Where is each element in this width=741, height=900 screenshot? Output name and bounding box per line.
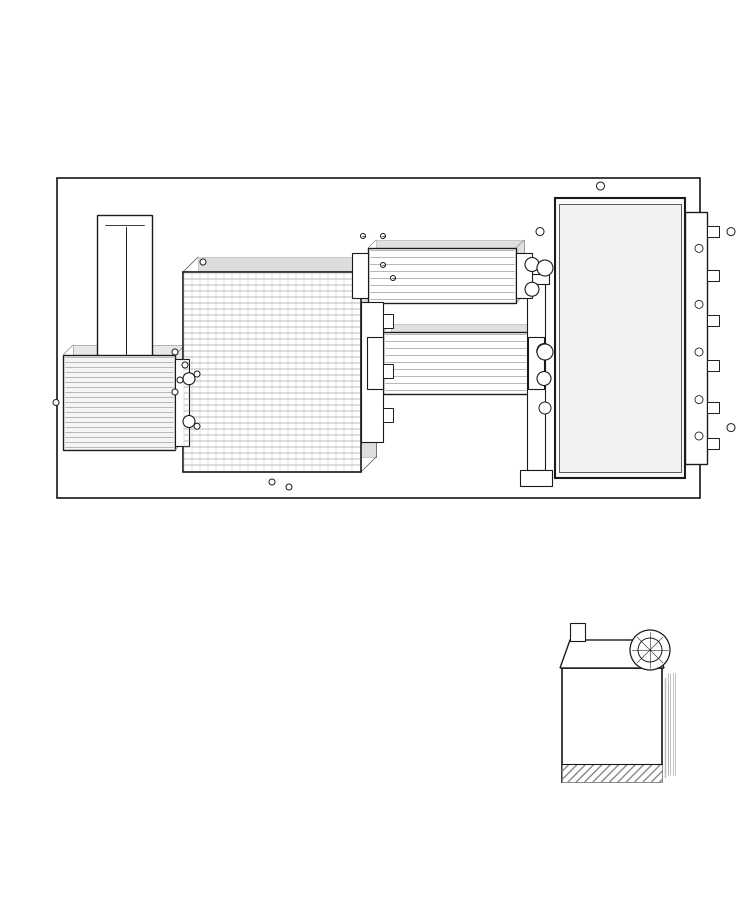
Bar — [685, 212, 707, 464]
Circle shape — [194, 371, 200, 377]
Bar — [383, 408, 393, 422]
Bar — [175, 359, 189, 446]
Bar — [516, 253, 532, 298]
Circle shape — [695, 432, 703, 440]
Circle shape — [537, 372, 551, 385]
Polygon shape — [391, 324, 536, 386]
Bar — [57, 178, 700, 498]
Bar — [352, 253, 368, 298]
Circle shape — [525, 283, 539, 296]
Circle shape — [182, 362, 188, 368]
Circle shape — [695, 348, 703, 356]
Bar — [183, 272, 361, 472]
Circle shape — [183, 373, 195, 385]
Circle shape — [536, 228, 544, 236]
Bar — [520, 470, 552, 486]
Circle shape — [630, 630, 670, 670]
Bar — [707, 270, 719, 282]
Bar — [555, 198, 685, 478]
Circle shape — [537, 260, 553, 276]
Circle shape — [597, 182, 605, 190]
Bar — [367, 337, 383, 389]
Circle shape — [391, 275, 396, 281]
Bar — [361, 302, 383, 442]
Bar — [383, 314, 393, 328]
Bar — [63, 355, 175, 450]
Bar — [707, 402, 719, 413]
Polygon shape — [198, 257, 376, 457]
Bar — [562, 668, 662, 782]
Circle shape — [53, 400, 59, 406]
Bar — [707, 438, 719, 449]
Circle shape — [269, 479, 275, 485]
Bar — [368, 248, 516, 303]
Circle shape — [727, 424, 735, 432]
Circle shape — [525, 257, 539, 272]
Polygon shape — [376, 240, 524, 295]
Bar — [562, 764, 662, 782]
Polygon shape — [560, 640, 664, 668]
Bar — [707, 226, 719, 237]
Circle shape — [200, 259, 206, 265]
Bar — [107, 370, 127, 388]
Circle shape — [695, 301, 703, 309]
Bar — [707, 360, 719, 371]
Bar — [559, 204, 681, 472]
Bar — [570, 623, 585, 641]
Polygon shape — [73, 345, 185, 440]
Circle shape — [380, 263, 385, 267]
Bar — [383, 364, 393, 378]
Bar — [528, 337, 544, 389]
Circle shape — [537, 344, 551, 357]
Circle shape — [695, 245, 703, 252]
Circle shape — [172, 349, 178, 355]
Circle shape — [172, 389, 178, 395]
Bar — [97, 215, 152, 370]
Bar — [523, 274, 549, 284]
Circle shape — [380, 233, 385, 238]
Circle shape — [537, 344, 553, 360]
Circle shape — [177, 377, 183, 383]
Circle shape — [361, 233, 365, 238]
Bar — [562, 764, 662, 782]
Circle shape — [539, 402, 551, 414]
Circle shape — [695, 396, 703, 403]
Bar — [527, 282, 545, 470]
Circle shape — [638, 638, 662, 662]
Bar — [707, 315, 719, 326]
Circle shape — [183, 416, 195, 428]
Circle shape — [194, 423, 200, 429]
Bar — [383, 332, 528, 394]
Circle shape — [727, 228, 735, 236]
Circle shape — [286, 484, 292, 490]
